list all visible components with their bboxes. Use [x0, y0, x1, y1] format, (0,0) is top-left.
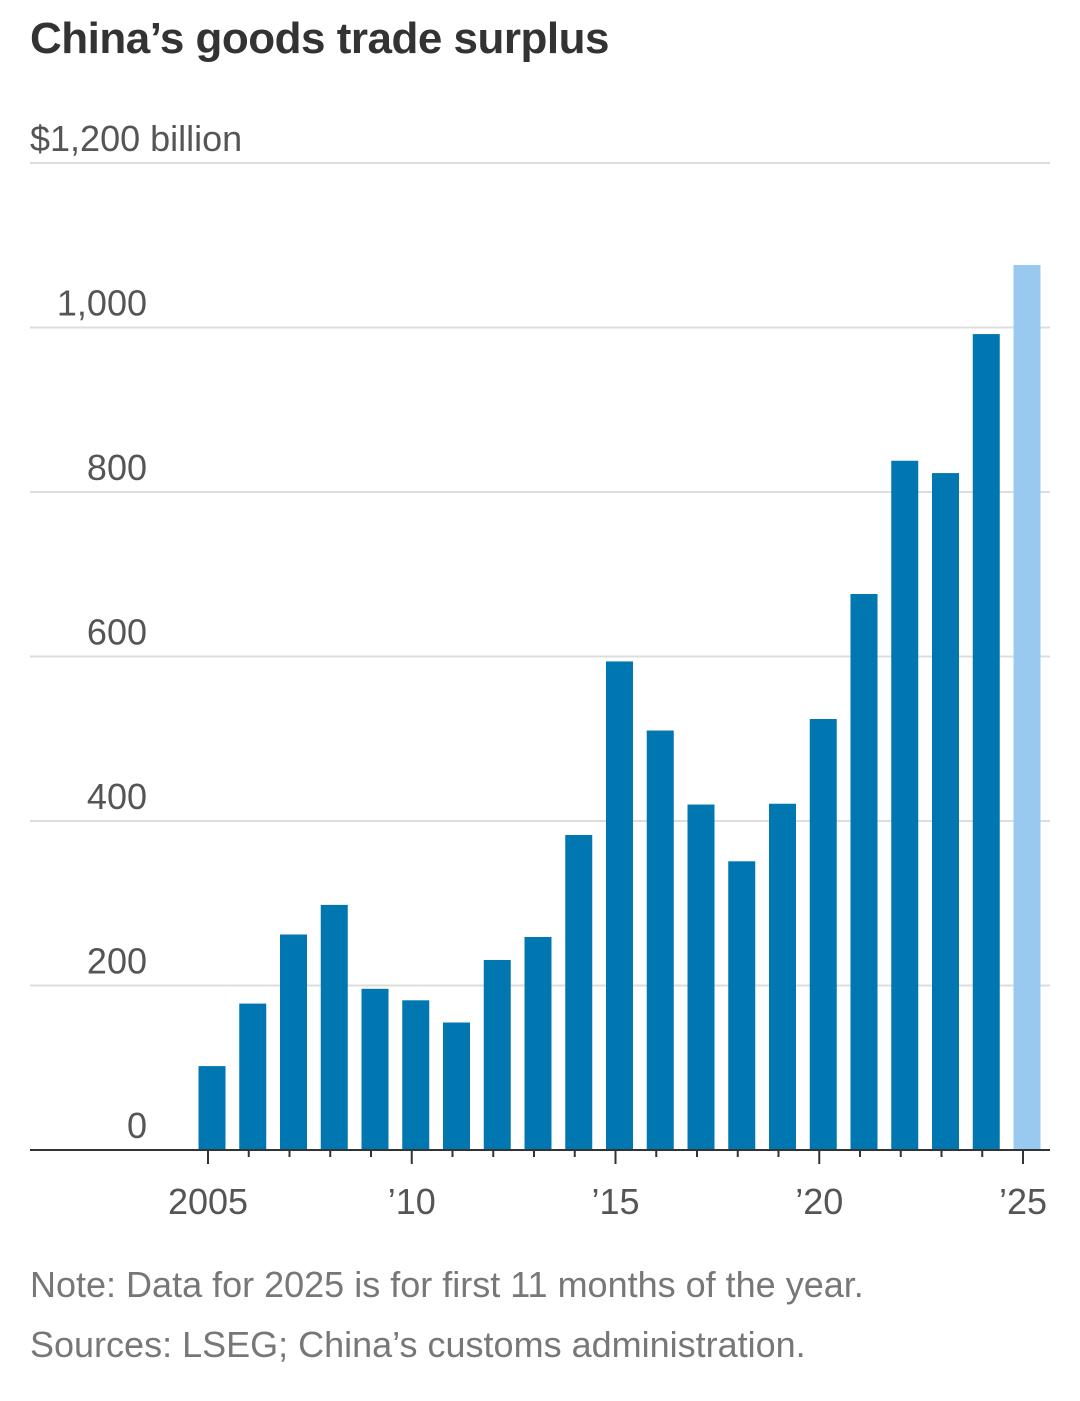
bar-2010 — [402, 1000, 430, 1150]
bar-2015 — [606, 661, 633, 1150]
bar-2017 — [687, 804, 715, 1150]
bar-2009 — [361, 988, 389, 1150]
bar-2007 — [280, 934, 307, 1150]
bar-2011 — [443, 1022, 470, 1150]
bar-chart: 0 200 400 600 800 1,000 $1,200 billion 2005 ’10… — [30, 118, 1050, 1222]
y-tick-label: $1,200 billion — [30, 118, 242, 159]
y-axis-tick-labels: 0 200 400 600 800 1,000 $1,200 billion — [30, 118, 242, 1146]
y-tick-label: 0 — [127, 1105, 147, 1146]
chart-note: Note: Data for 2025 is for first 11 mont… — [30, 1264, 864, 1305]
bar-2006 — [239, 1003, 267, 1150]
bar-2025 — [1013, 264, 1041, 1150]
x-tick-label: ’15 — [591, 1181, 639, 1222]
bar-2012 — [483, 960, 511, 1150]
gridlines — [30, 162, 1050, 987]
chart-source: Sources: LSEG; China’s customs administr… — [30, 1324, 806, 1365]
y-tick-label: 200 — [87, 941, 147, 982]
x-axis-tick-labels: 2005 ’10 ’15 ’20 ’25 — [168, 1181, 1047, 1222]
bar-2008 — [320, 904, 348, 1150]
x-tick-label: ’25 — [999, 1181, 1047, 1222]
x-tick-label: ’20 — [795, 1181, 843, 1222]
bar-2019 — [769, 803, 796, 1150]
bar-2005 — [198, 1066, 226, 1150]
x-tick-label: 2005 — [168, 1181, 248, 1222]
bar-2021 — [850, 593, 878, 1150]
bar-2024 — [972, 334, 1000, 1150]
y-tick-label: 600 — [87, 612, 147, 653]
bar-2018 — [728, 861, 756, 1150]
bar-2022 — [891, 460, 919, 1150]
bar-2013 — [524, 936, 552, 1150]
y-tick-label: 400 — [87, 776, 147, 817]
y-tick-label: 1,000 — [57, 283, 147, 324]
bar-2020 — [809, 719, 837, 1150]
bar-2023 — [932, 473, 959, 1150]
x-tick-label: ’10 — [388, 1181, 436, 1222]
bars — [198, 264, 1041, 1150]
chart-title: China’s goods trade surplus — [30, 14, 609, 63]
y-tick-label: 800 — [87, 447, 147, 488]
bar-2014 — [565, 834, 593, 1150]
bar-2016 — [646, 730, 674, 1150]
x-axis — [30, 1149, 1050, 1164]
